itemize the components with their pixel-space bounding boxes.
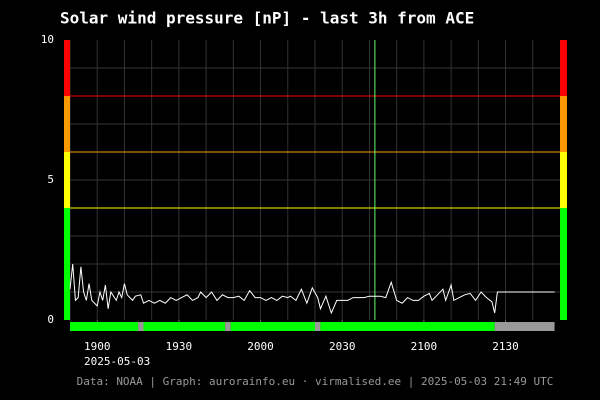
band-right bbox=[560, 208, 567, 320]
x-tick-label: 2030 bbox=[329, 340, 356, 353]
band-right bbox=[560, 152, 567, 208]
status-segment bbox=[143, 322, 226, 331]
status-segment bbox=[70, 322, 139, 331]
status-segment bbox=[138, 322, 144, 331]
status-segment bbox=[320, 322, 495, 331]
status-segment bbox=[494, 322, 555, 331]
status-segment bbox=[230, 322, 315, 331]
x-tick-label: 2100 bbox=[411, 340, 438, 353]
data-line bbox=[69, 263, 555, 315]
footer: Data: NOAA | Graph: aurorainfo.eu · virm… bbox=[77, 375, 554, 388]
x-tick-label: 2130 bbox=[492, 340, 519, 353]
status-segment bbox=[225, 322, 231, 331]
x-tick-label: 1930 bbox=[166, 340, 193, 353]
band-right bbox=[560, 40, 567, 96]
x-tick-label: 1900 bbox=[84, 340, 111, 353]
date-label: 2025-05-03 bbox=[84, 355, 150, 368]
band-left bbox=[64, 96, 70, 152]
y-tick-label: 0 bbox=[47, 313, 54, 326]
x-tick-label: 2000 bbox=[247, 340, 274, 353]
y-tick-label: 10 bbox=[41, 33, 54, 46]
band-left bbox=[64, 40, 70, 96]
status-segment bbox=[315, 322, 321, 331]
y-tick-label: 5 bbox=[47, 173, 54, 186]
band-right bbox=[560, 96, 567, 152]
band-left bbox=[64, 208, 70, 320]
chart-title: Solar wind pressure [nP] - last 3h from … bbox=[60, 9, 474, 28]
band-left bbox=[64, 152, 70, 208]
